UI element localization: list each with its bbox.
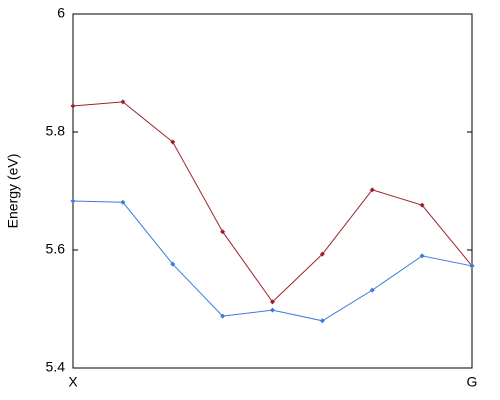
point-marker xyxy=(70,198,76,204)
point-marker xyxy=(220,229,226,235)
point-marker xyxy=(469,263,475,269)
y-tick-label: 5.4 xyxy=(46,359,66,375)
point-marker xyxy=(319,251,325,257)
y-axis-label: Energy (eV) xyxy=(5,154,21,229)
point-marker xyxy=(369,187,375,193)
point-marker xyxy=(170,139,176,145)
y-tick-label: 6 xyxy=(57,5,65,21)
point-marker xyxy=(270,299,275,305)
series-line xyxy=(72,101,473,303)
x-tick-label: G xyxy=(467,374,478,390)
y-tick-label: 5.6 xyxy=(46,241,66,257)
point-marker xyxy=(70,103,76,109)
y-tick-label: 5.8 xyxy=(46,123,66,139)
point-marker xyxy=(319,318,325,324)
point-marker xyxy=(120,99,126,105)
point-marker xyxy=(369,287,375,293)
point-marker xyxy=(419,253,425,259)
point-marker xyxy=(220,313,226,319)
point-marker xyxy=(270,307,275,313)
point-marker xyxy=(170,261,176,267)
x-tick-label: X xyxy=(68,374,78,390)
plot-frame xyxy=(72,13,473,369)
point-marker xyxy=(419,202,425,208)
point-marker xyxy=(120,199,126,205)
